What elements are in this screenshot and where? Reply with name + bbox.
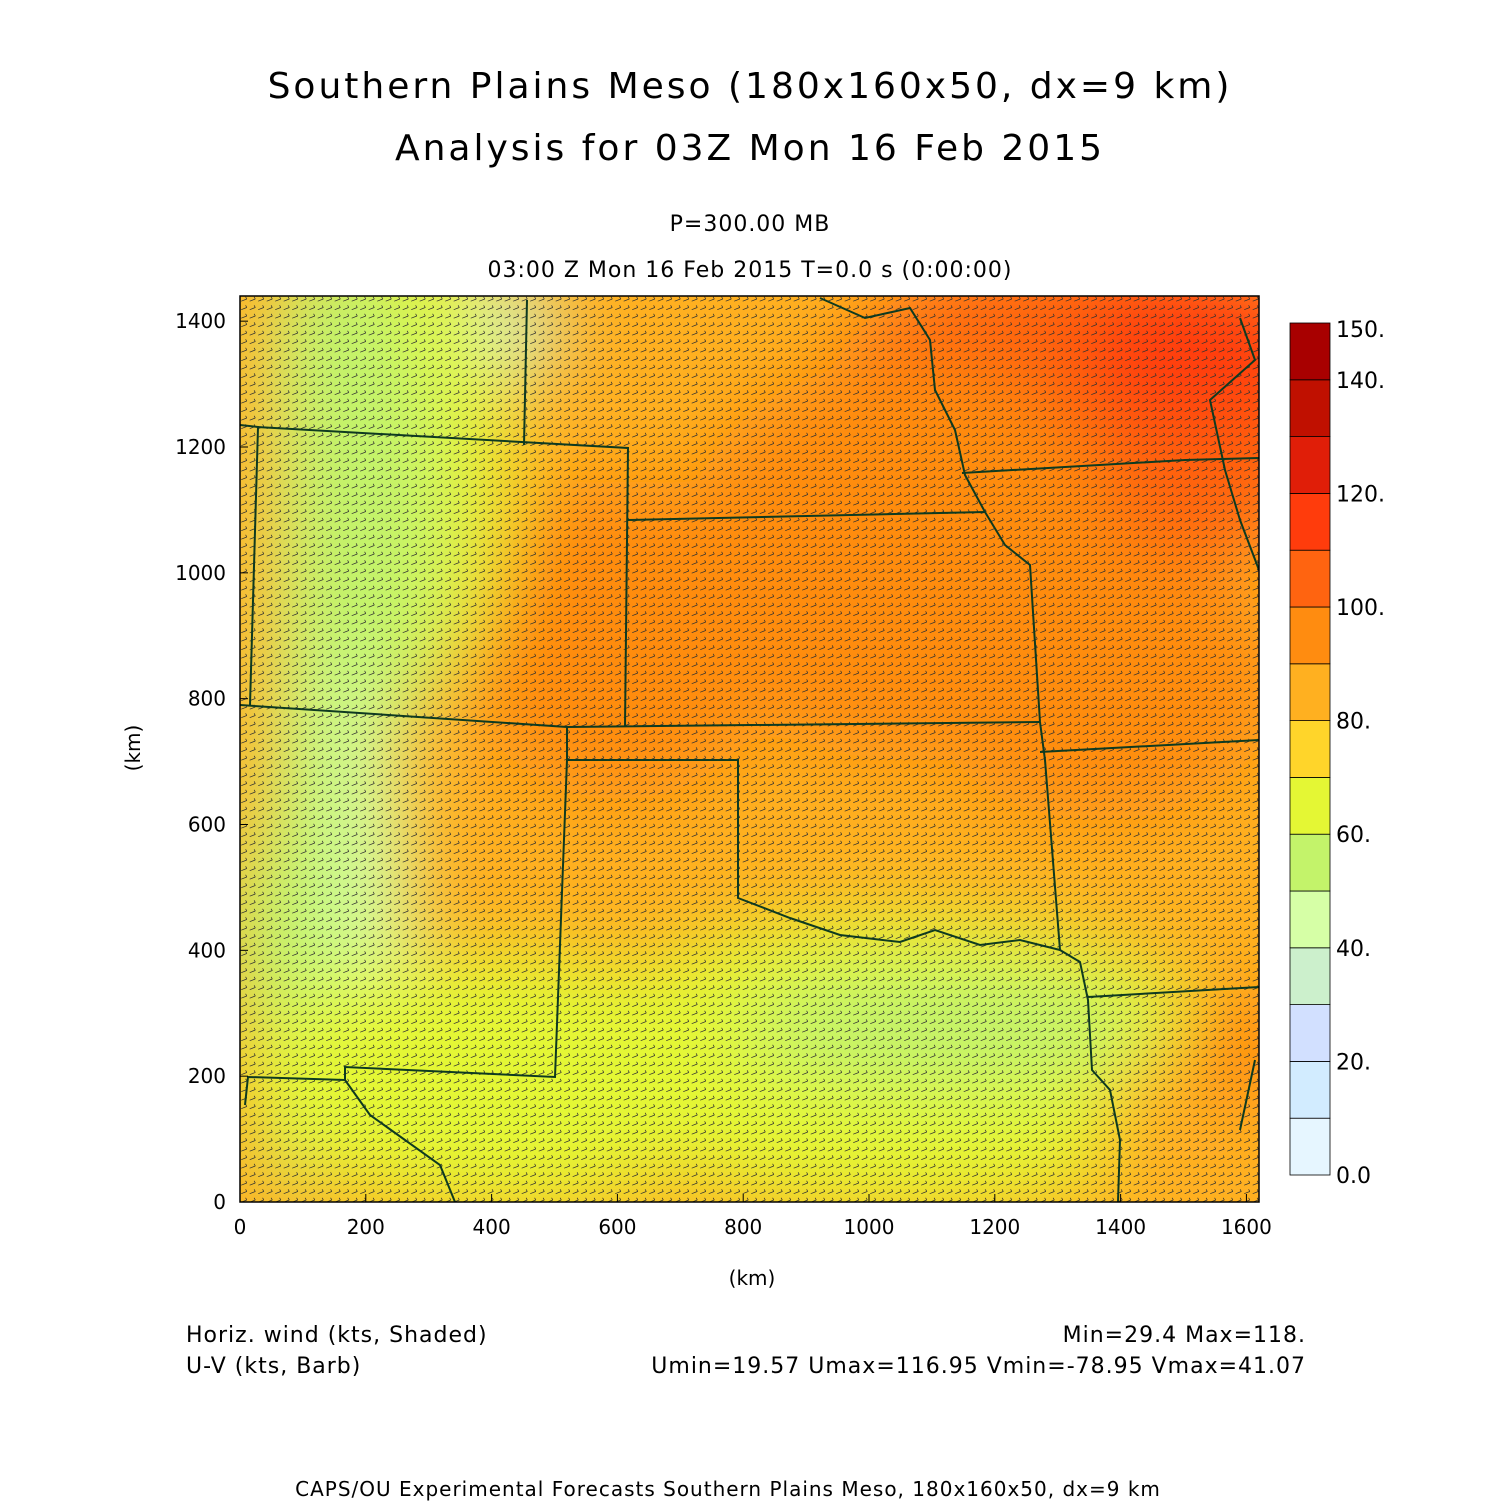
wind-speed-field [240,296,1259,1202]
x-tick-label: 600 [598,1215,636,1239]
y-tick-label: 600 [188,813,226,837]
colorbar-swatch [1289,777,1331,835]
colorbar-swatch [1289,663,1331,721]
x-axis-label: (km) [729,1266,776,1290]
x-tick-label: 800 [724,1215,762,1239]
y-tick-label: 1000 [175,561,226,585]
chart-title-line1: Southern Plains Meso (180x160x50, dx=9 k… [267,66,1233,107]
y-axis: 0 200 400 600 800 1000 1200 1400 [175,309,248,1214]
colorbar-swatch [1289,720,1331,778]
colorbar-labels: 0.0 20. 40. 60. 80. 100. 120. 140. 150. [1336,318,1385,1189]
colorbar-swatch [1289,1004,1331,1062]
colorbar-tick-label: 100. [1336,596,1385,621]
y-axis-label: (km) [121,725,145,772]
colorbar-tick-label: 150. [1336,318,1385,343]
colorbar-swatch [1289,606,1331,665]
colorbar-tick-label: 40. [1336,937,1371,962]
colorbar-swatch [1289,379,1331,437]
x-tick-label: 1600 [1221,1215,1272,1239]
colorbar-swatch [1289,492,1331,551]
y-tick-label: 1400 [175,309,226,333]
colorbar [1289,322,1331,1176]
x-tick-label: 0 [234,1215,247,1239]
colorbar-swatch [1289,1061,1331,1119]
x-tick-label: 1000 [844,1215,895,1239]
colorbar-tick-label: 20. [1336,1050,1371,1075]
colorbar-tick-label: 60. [1336,823,1371,848]
y-tick-label: 200 [188,1064,226,1088]
x-tick-label: 1200 [969,1215,1020,1239]
pressure-level-label: P=300.00 MB [669,212,831,237]
shaded-field-description: Horiz. wind (kts, Shaded) [186,1323,488,1348]
y-tick-label: 400 [188,938,226,962]
valid-time-label: 03:00 Z Mon 16 Feb 2015 T=0.0 s (0:00:00… [487,258,1013,283]
x-tick-label: 1400 [1095,1215,1146,1239]
min-max-values: Min=29.4 Max=118. [1062,1323,1306,1348]
y-tick-label: 1200 [175,435,226,459]
colorbar-swatch [1289,436,1331,494]
x-axis: 0 200 400 600 800 1000 1200 1400 1600 [234,1194,1272,1239]
uv-min-max-values: Umin=19.57 Umax=116.95 Vmin=-78.95 Vmax=… [651,1354,1306,1379]
colorbar-swatch [1289,833,1331,892]
x-tick-label: 400 [473,1215,511,1239]
chart-title-line2: Analysis for 03Z Mon 16 Feb 2015 [394,128,1106,169]
y-tick-label: 800 [188,687,226,711]
barb-field-description: U-V (kts, Barb) [186,1354,362,1379]
credit-line: CAPS/OU Experimental Forecasts Southern … [295,1477,1161,1501]
colorbar-tick-label: 80. [1336,710,1371,735]
colorbar-swatch [1289,1117,1331,1176]
colorbar-tick-label: 0.0 [1336,1164,1371,1189]
state-boundaries [240,297,1259,1202]
colorbar-swatch [1289,890,1331,949]
x-tick-label: 200 [347,1215,385,1239]
plot-frame [239,295,1260,1203]
colorbar-swatch [1289,549,1331,608]
colorbar-tick-label: 140. [1336,369,1385,394]
colorbar-swatch [1289,947,1331,1005]
colorbar-tick-label: 120. [1336,482,1385,507]
colorbar-swatch [1289,322,1331,381]
y-tick-label: 0 [213,1190,226,1214]
